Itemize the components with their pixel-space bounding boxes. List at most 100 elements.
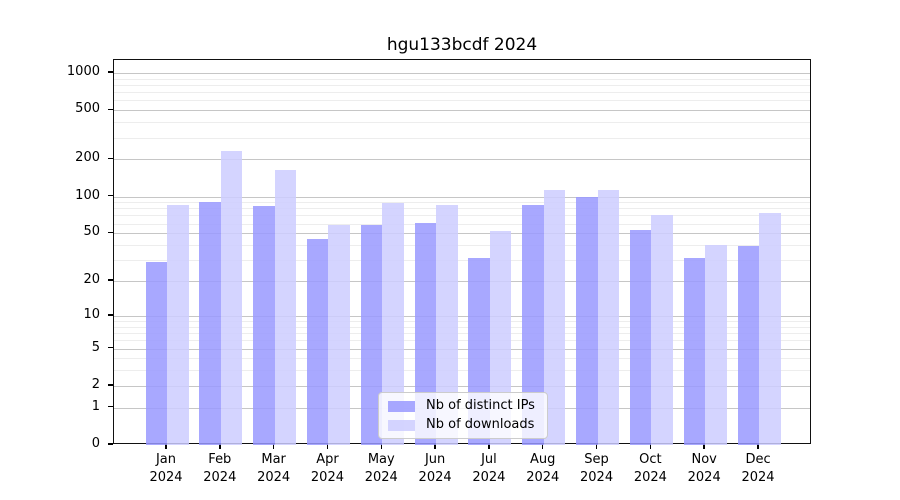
x-tick-mark [272,444,275,449]
y-tick-mark [108,384,113,386]
bar-downloads [220,151,243,445]
x-tick-mark [434,444,436,449]
y-tick-mark [108,279,113,281]
legend-label-downloads: Nb of downloads [426,417,535,432]
gridline-minor [114,245,810,247]
y-tick-label: 200 [75,150,100,166]
y-tick-mark [108,231,113,234]
y-tick-label: 5 [91,339,100,355]
gridline-major [114,73,810,74]
gridline-minor [114,137,810,139]
x-tick-label: Aug 2024 [526,452,560,485]
x-tick-mark [380,444,383,449]
bar-downloads [759,213,781,445]
gridline-minor [114,100,810,102]
x-tick-mark [326,444,329,449]
gridline-major [114,281,810,283]
plot-area [113,59,811,445]
x-tick-mark [219,444,221,449]
x-tick-mark [541,444,544,449]
gridline-major [114,385,810,387]
legend-item-downloads: Nb of downloads [388,417,538,433]
x-tick-label: Sep 2024 [580,452,614,485]
gridline-minor [114,92,810,94]
gridline-minor [114,358,810,360]
x-tick-label: Feb 2024 [203,452,237,485]
bar-downloads [651,215,673,445]
gridline-minor [114,340,810,342]
bar-downloads [167,204,189,445]
bar-distinct-ips [629,230,652,445]
gridline-minor [114,208,810,210]
gridline-minor [114,260,810,262]
y-tick-label: 50 [83,224,100,240]
y-tick-label: 500 [75,101,100,117]
gridline-minor [114,321,810,323]
bar-downloads [382,203,404,445]
y-tick-mark [108,71,113,73]
gridline-minor [114,326,810,328]
gridline-major [114,315,810,317]
bar-downloads [328,225,350,445]
x-tick-label: Jan 2024 [149,452,183,485]
x-tick-label: Jun 2024 [418,452,452,485]
x-tick-mark [703,444,705,449]
gridline-minor [114,78,810,80]
x-tick-mark [649,444,652,449]
bar-distinct-ips [306,238,329,445]
gridline-minor [114,215,810,217]
x-tick-label: May 2024 [364,452,398,485]
y-tick-label: 0 [91,436,100,451]
gridline-major [114,159,810,161]
y-tick-mark [108,405,113,408]
legend-swatch-distinct-ips-icon [388,400,415,412]
y-tick-mark [108,443,113,445]
legend-item-distinct-ips: Nb of distinct IPs [388,398,538,414]
y-tick-label: 1 [91,398,100,414]
gridline-minor [114,333,810,335]
bar-distinct-ips [576,196,598,445]
gridline-major [114,348,810,350]
gridline-minor [114,223,810,225]
bar-downloads [597,189,620,445]
bar-distinct-ips [683,258,706,445]
x-tick-label: Apr 2024 [310,452,344,485]
y-tick-label: 100 [75,187,100,203]
gridline-minor [114,122,810,124]
x-tick-label: Dec 2024 [741,452,775,485]
x-tick-mark [488,444,490,449]
bar-downloads [705,245,727,445]
x-tick-mark [595,444,598,449]
y-tick-label: 10 [83,306,100,322]
bar-distinct-ips [253,206,275,445]
y-tick-mark [108,314,113,316]
chart-title: hgu133bcdf 2024 [386,35,538,55]
x-tick-label: Mar 2024 [257,452,291,485]
gridline-minor [114,202,810,204]
legend: Nb of distinct IPs Nb of downloads [378,392,548,439]
y-tick-label: 1000 [66,64,100,79]
bar-distinct-ips [360,224,383,445]
bar-distinct-ips [199,202,221,445]
bar-downloads [436,205,458,445]
gridline-major [114,233,810,235]
gridline-major [114,196,810,198]
legend-swatch-downloads-icon [388,419,415,431]
y-tick-mark [108,157,113,160]
bar-downloads [543,190,566,445]
x-tick-label: Jul 2024 [472,452,506,485]
y-tick-mark [108,108,113,111]
x-tick-label: Oct 2024 [633,452,667,485]
bar-downloads [274,169,297,445]
gridline-minor [114,370,810,372]
legend-label-distinct-ips: Nb of distinct IPs [426,398,535,413]
y-tick-label: 20 [83,272,100,288]
bar-distinct-ips [737,246,760,445]
bar-distinct-ips [145,261,167,445]
gridline-major [114,110,810,112]
x-tick-mark [165,444,167,449]
y-tick-mark [108,194,113,197]
x-tick-label: Nov 2024 [687,452,721,485]
bar-downloads [489,231,512,445]
